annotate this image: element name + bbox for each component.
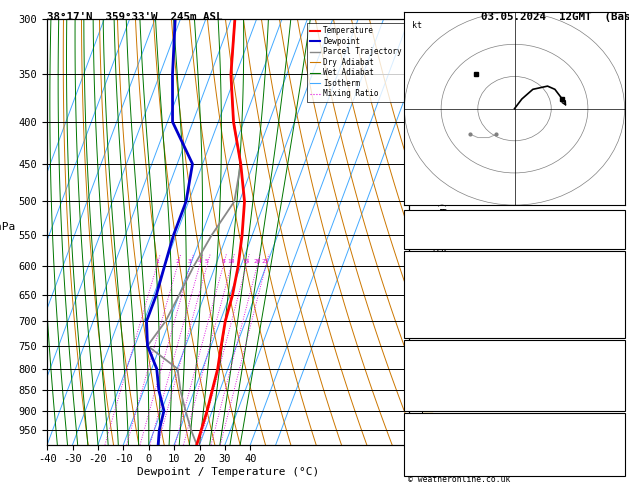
Text: CAPE (J): CAPE (J) (408, 315, 454, 324)
Text: 8: 8 (221, 259, 225, 264)
Text: CAPE (J): CAPE (J) (408, 388, 454, 398)
Text: 8: 8 (615, 302, 621, 312)
Text: 15: 15 (610, 466, 621, 474)
Text: 28: 28 (610, 428, 621, 436)
Text: LCL: LCL (423, 364, 437, 373)
Text: θₑ(K): θₑ(K) (408, 290, 437, 299)
Text: θₑ (K): θₑ (K) (408, 365, 443, 374)
Text: 0: 0 (615, 388, 621, 398)
Text: Mixing Ratio (g/kg): Mixing Ratio (g/kg) (439, 202, 448, 304)
Text: 1: 1 (155, 259, 159, 264)
Text: © weatheronline.co.uk: © weatheronline.co.uk (408, 474, 510, 484)
Text: 18.9: 18.9 (598, 265, 621, 274)
Text: 3.7: 3.7 (604, 278, 621, 287)
Text: Lifted Index: Lifted Index (408, 377, 477, 386)
Text: kt: kt (412, 21, 422, 30)
Text: CIN (J): CIN (J) (408, 400, 448, 409)
Text: Dewp (°C): Dewp (°C) (408, 278, 460, 287)
Text: 8: 8 (615, 377, 621, 386)
Text: 03.05.2024  12GMT  (Base: 00): 03.05.2024 12GMT (Base: 00) (481, 12, 629, 22)
Text: Lifted Index: Lifted Index (408, 302, 477, 312)
Text: 85: 85 (610, 440, 621, 449)
Text: Pressure (mb): Pressure (mb) (408, 353, 483, 363)
Text: 0: 0 (615, 315, 621, 324)
Text: 15: 15 (242, 259, 250, 264)
Text: 4: 4 (198, 259, 201, 264)
Text: 0: 0 (615, 327, 621, 336)
Text: 0: 0 (615, 400, 621, 409)
Text: StmDir: StmDir (408, 453, 443, 462)
Text: Most Unstable: Most Unstable (477, 342, 552, 350)
Text: 307: 307 (604, 365, 621, 374)
Text: 25: 25 (262, 259, 269, 264)
Text: 990: 990 (604, 353, 621, 363)
Text: Surface: Surface (494, 253, 535, 262)
X-axis label: Dewpoint / Temperature (°C): Dewpoint / Temperature (°C) (137, 467, 319, 477)
Text: 3: 3 (188, 259, 192, 264)
Text: CIN (J): CIN (J) (408, 327, 448, 336)
Text: 307: 307 (604, 290, 621, 299)
Text: K: K (408, 212, 414, 221)
Text: 10: 10 (227, 259, 235, 264)
Text: Totals Totals: Totals Totals (408, 225, 483, 234)
Text: Temp (°C): Temp (°C) (408, 265, 460, 274)
Text: EH: EH (408, 428, 420, 436)
Text: StmSpd (kt): StmSpd (kt) (408, 466, 472, 474)
Text: SREH: SREH (408, 440, 431, 449)
Legend: Temperature, Dewpoint, Parcel Trajectory, Dry Adiabat, Wet Adiabat, Isotherm, Mi: Temperature, Dewpoint, Parcel Trajectory… (306, 23, 405, 102)
Text: 0.92: 0.92 (598, 238, 621, 247)
Text: 5: 5 (205, 259, 209, 264)
Text: -9: -9 (610, 212, 621, 221)
Text: PW (cm): PW (cm) (408, 238, 448, 247)
Y-axis label: hPa: hPa (0, 222, 15, 232)
Text: Hodograph: Hodograph (489, 415, 540, 424)
Y-axis label: km
ASL: km ASL (433, 232, 450, 254)
Text: 35: 35 (610, 225, 621, 234)
Text: 38°17'N  359°33'W  245m ASL: 38°17'N 359°33'W 245m ASL (47, 12, 223, 22)
Text: 2: 2 (175, 259, 179, 264)
Text: 316°: 316° (598, 453, 621, 462)
Text: 20: 20 (253, 259, 261, 264)
